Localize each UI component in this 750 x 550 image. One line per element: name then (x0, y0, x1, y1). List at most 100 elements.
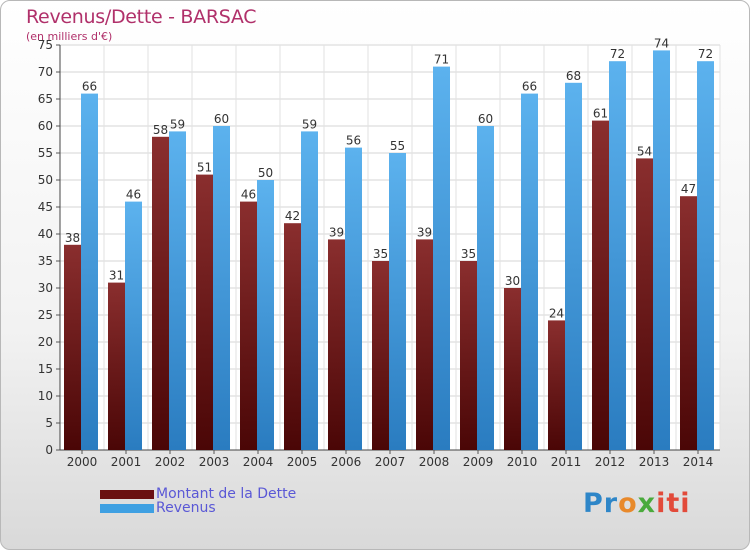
bar-revenus (125, 201, 142, 450)
x-tick-label: 2008 (419, 455, 450, 469)
bar-revenus (81, 93, 98, 450)
data-label-dette: 35 (373, 247, 388, 261)
x-tick-label: 2013 (639, 455, 670, 469)
logo-part-4: iti (656, 488, 691, 519)
x-tick-label: 2004 (243, 455, 274, 469)
x-tick-label: 2014 (683, 455, 714, 469)
bar-revenus (169, 131, 186, 450)
data-label-dette: 35 (461, 247, 476, 261)
y-tick-label: 25 (38, 308, 53, 322)
data-label-revenus: 72 (698, 47, 713, 61)
data-label-revenus: 66 (82, 80, 97, 94)
y-tick-label: 50 (38, 173, 53, 187)
y-tick-label: 0 (45, 443, 53, 457)
data-label-dette: 39 (329, 225, 344, 239)
y-tick-label: 20 (38, 335, 53, 349)
y-tick-label: 70 (38, 65, 53, 79)
data-label-dette: 51 (197, 161, 212, 175)
data-label-revenus: 60 (214, 112, 229, 126)
bar-dette (504, 288, 521, 450)
bar-revenus (653, 50, 670, 451)
data-label-dette: 31 (109, 269, 124, 283)
data-label-dette: 42 (285, 209, 300, 223)
bar-revenus (565, 82, 582, 451)
legend-label-revenus: Revenus (156, 500, 216, 516)
bar-dette (196, 174, 213, 450)
x-tick-label: 2005 (287, 455, 318, 469)
y-tick-label: 65 (38, 92, 53, 106)
bar-dette (416, 239, 433, 450)
data-label-dette: 39 (417, 225, 432, 239)
bar-dette (680, 196, 697, 450)
data-label-revenus: 55 (390, 139, 405, 153)
y-tick-label: 45 (38, 200, 53, 214)
x-tick-label: 2001 (111, 455, 142, 469)
y-tick-label: 30 (38, 281, 53, 295)
data-label-revenus: 72 (610, 47, 625, 61)
bar-dette (372, 261, 389, 450)
data-label-revenus: 59 (302, 117, 317, 131)
logo-part-3: x (637, 488, 657, 519)
bar-revenus (389, 153, 406, 450)
data-label-revenus: 74 (654, 36, 669, 50)
bar-revenus (477, 126, 494, 450)
bar-revenus (697, 61, 714, 450)
data-label-revenus: 50 (258, 166, 273, 180)
data-label-dette: 54 (637, 144, 652, 158)
x-tick-label: 2012 (595, 455, 626, 469)
y-tick-label: 55 (38, 146, 53, 160)
data-label-revenus: 60 (478, 112, 493, 126)
bar-dette (152, 136, 169, 451)
bar-revenus (521, 93, 538, 450)
bar-revenus (345, 147, 362, 450)
x-tick-label: 2003 (199, 455, 230, 469)
bar-dette (460, 261, 477, 450)
data-label-dette: 24 (549, 306, 564, 320)
y-tick-label: 35 (38, 254, 53, 268)
data-label-dette: 30 (505, 274, 520, 288)
data-label-revenus: 66 (522, 80, 537, 94)
bar-revenus (301, 131, 318, 450)
x-tick-label: 2009 (463, 455, 494, 469)
bar-revenus (213, 126, 230, 450)
data-label-dette: 61 (593, 107, 608, 121)
y-tick-label: 5 (45, 416, 53, 430)
data-label-dette: 58 (153, 123, 168, 137)
data-label-revenus: 56 (346, 134, 361, 148)
bar-dette (240, 201, 257, 450)
data-label-dette: 38 (65, 231, 80, 245)
x-tick-label: 2006 (331, 455, 362, 469)
data-label-revenus: 71 (434, 53, 449, 67)
legend-swatch-revenus (100, 504, 154, 513)
bar-revenus (433, 66, 450, 450)
y-tick-label: 40 (38, 227, 53, 241)
proxiti-logo: Proxiti (583, 488, 691, 519)
y-tick-label: 60 (38, 119, 53, 133)
data-label-revenus: 68 (566, 69, 581, 83)
x-tick-label: 2011 (551, 455, 582, 469)
data-label-dette: 47 (681, 182, 696, 196)
y-tick-label: 15 (38, 362, 53, 376)
chart-title: Revenus/Dette - BARSAC (26, 6, 257, 28)
logo-part-1: Pr (583, 488, 619, 519)
bar-dette (636, 158, 653, 450)
bar-dette (284, 223, 301, 450)
legend-label-dette: Montant de la Dette (156, 486, 297, 502)
data-label-revenus: 46 (126, 188, 141, 202)
bar-dette (328, 239, 345, 450)
bar-revenus (257, 180, 274, 450)
x-tick-label: 2002 (155, 455, 186, 469)
chart-subtitle: (en milliers d'€) (26, 30, 113, 43)
x-tick-label: 2000 (67, 455, 98, 469)
x-tick-label: 2010 (507, 455, 538, 469)
bar-dette (548, 320, 565, 450)
data-label-dette: 46 (241, 188, 256, 202)
bar-dette (64, 244, 81, 450)
bar-dette (592, 120, 609, 450)
legend-swatch-dette (100, 490, 154, 499)
y-tick-label: 75 (38, 38, 53, 52)
logo-part-2: o (618, 488, 638, 519)
x-tick-label: 2007 (375, 455, 406, 469)
bar-revenus (609, 61, 626, 450)
